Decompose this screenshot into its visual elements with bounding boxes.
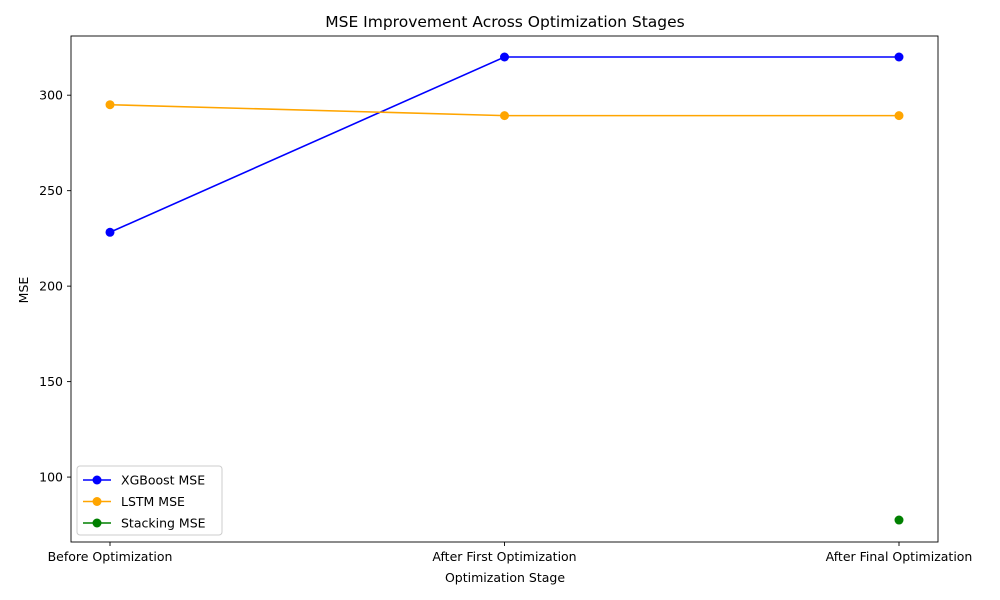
data-point [894,515,904,525]
legend-label: Stacking MSE [121,516,206,531]
legend-marker [92,518,102,528]
y-tick-label: 100 [39,470,63,485]
legend-label: LSTM MSE [121,494,185,509]
series-1 [105,100,904,121]
data-point [894,52,904,62]
y-tick-label: 300 [39,88,63,103]
y-axis-label: MSE [16,277,31,304]
legend-label: XGBoost MSE [121,473,205,488]
series-layer [105,52,904,525]
data-point [105,100,115,110]
series-0 [105,52,904,237]
legend-marker [92,475,102,485]
y-axis-ticks: 100 150 200 250 300 [39,88,71,485]
y-tick-label: 200 [39,279,63,294]
x-tick-label: Before Optimization [48,549,173,564]
data-point [894,111,904,121]
x-tick-label: After First Optimization [432,549,576,564]
y-tick-label: 150 [39,374,63,389]
x-axis-label: Optimization Stage [445,570,565,585]
y-tick-label: 250 [39,183,63,198]
x-axis-ticks: Before Optimization After First Optimizat… [48,542,973,564]
data-point [500,111,509,121]
series-2 [894,515,904,525]
legend: XGBoost MSE LSTM MSE Stacking MSE [76,465,223,536]
legend-marker [92,497,102,506]
legend-box [76,465,223,536]
chart-title: MSE Improvement Across Optimization Stag… [325,13,685,31]
x-tick-label: After Final Optimization [826,549,973,564]
data-point [105,227,115,237]
data-point [500,52,509,62]
series-line [109,56,899,234]
